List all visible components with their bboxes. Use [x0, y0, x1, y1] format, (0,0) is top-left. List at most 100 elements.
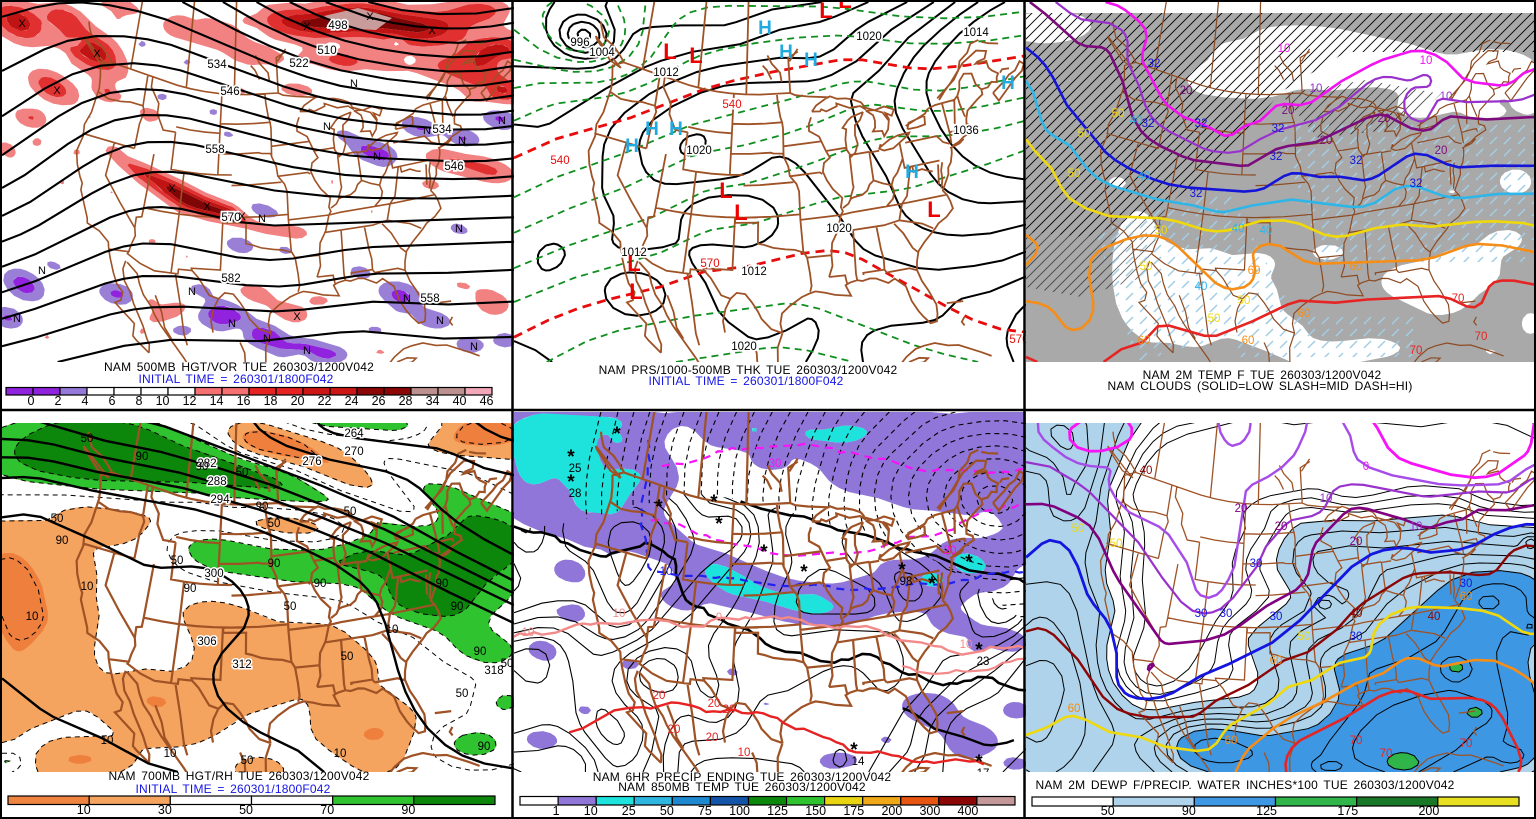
svg-text:60: 60: [1225, 735, 1238, 747]
svg-text:40: 40: [1350, 608, 1363, 620]
svg-text:1014: 1014: [963, 27, 989, 39]
svg-text:90: 90: [196, 461, 209, 473]
svg-text:H: H: [804, 50, 818, 71]
svg-text:32: 32: [1148, 58, 1161, 70]
svg-text:N: N: [323, 121, 331, 133]
svg-text:25: 25: [622, 804, 636, 818]
svg-text:90: 90: [184, 583, 197, 595]
svg-text:32: 32: [1410, 178, 1423, 190]
svg-text:N: N: [455, 223, 463, 235]
svg-text:NAM 6HR PRECIP ENDING TUE 2603: NAM 6HR PRECIP ENDING TUE 260303/1200V04…: [593, 770, 892, 784]
svg-text:32: 32: [1142, 118, 1155, 130]
svg-text:50: 50: [1238, 295, 1251, 307]
svg-text:70: 70: [1350, 735, 1363, 747]
svg-text:20: 20: [723, 704, 736, 716]
svg-text:0: 0: [716, 612, 722, 624]
svg-text:*: *: [613, 424, 621, 445]
svg-text:H: H: [669, 119, 683, 140]
svg-text:H: H: [905, 162, 919, 183]
svg-text:10: 10: [156, 394, 170, 408]
svg-text:300: 300: [919, 804, 940, 818]
svg-text:534: 534: [207, 59, 227, 71]
svg-text:30: 30: [1250, 558, 1263, 570]
svg-text:28: 28: [399, 394, 413, 408]
svg-text:L: L: [689, 43, 702, 68]
svg-text:30: 30: [1350, 631, 1363, 643]
svg-text:20: 20: [708, 698, 721, 710]
svg-text:50: 50: [171, 555, 184, 567]
svg-text:N: N: [436, 315, 444, 327]
svg-text:NAM 500MB HGT/VOR TUE 260303/1: NAM 500MB HGT/VOR TUE 260303/1200V042: [104, 360, 374, 374]
svg-text:498: 498: [328, 20, 347, 32]
svg-text:540: 540: [550, 155, 569, 167]
svg-text:*: *: [655, 497, 663, 518]
svg-text:X: X: [203, 201, 211, 213]
svg-text:200: 200: [881, 804, 902, 818]
svg-text:996: 996: [570, 37, 589, 49]
svg-text:32: 32: [1350, 155, 1363, 167]
svg-text:20: 20: [1435, 145, 1448, 157]
svg-text:70: 70: [1475, 331, 1488, 343]
svg-text:10: 10: [522, 627, 535, 639]
svg-text:90: 90: [1182, 804, 1196, 818]
svg-text:X: X: [428, 25, 436, 37]
svg-text:20: 20: [1350, 536, 1363, 548]
svg-text:50: 50: [81, 433, 94, 445]
svg-text:N: N: [458, 135, 466, 147]
svg-text:570: 570: [700, 258, 719, 270]
svg-text:60: 60: [1350, 261, 1363, 273]
svg-text:14: 14: [210, 394, 224, 408]
svg-text:10: 10: [738, 747, 751, 759]
svg-text:570: 570: [1009, 334, 1028, 346]
svg-text:X: X: [293, 311, 301, 323]
svg-text:10: 10: [1410, 521, 1423, 533]
svg-text:L: L: [719, 178, 732, 203]
svg-text:546: 546: [444, 161, 463, 173]
svg-text:X: X: [238, 211, 246, 223]
svg-text:10: 10: [164, 748, 177, 760]
svg-text:270: 270: [344, 446, 363, 458]
svg-text:34: 34: [426, 394, 440, 408]
svg-text:90: 90: [56, 535, 69, 547]
svg-text:276: 276: [302, 456, 321, 468]
svg-text:32: 32: [1190, 188, 1203, 200]
svg-text:40: 40: [1260, 225, 1273, 237]
svg-text:*: *: [965, 552, 973, 573]
svg-text:10: 10: [584, 804, 598, 818]
svg-text:N: N: [303, 345, 311, 357]
svg-text:200: 200: [1418, 804, 1439, 818]
svg-text:X: X: [303, 21, 311, 33]
svg-text:90: 90: [314, 578, 327, 590]
svg-text:570: 570: [221, 212, 240, 224]
svg-text:8: 8: [136, 394, 143, 408]
svg-text:*: *: [975, 640, 983, 661]
svg-text:306: 306: [197, 636, 216, 648]
svg-text:*: *: [850, 740, 858, 761]
svg-text:L: L: [627, 251, 640, 276]
svg-text:50: 50: [284, 601, 297, 613]
svg-text:20: 20: [291, 394, 305, 408]
svg-text:90: 90: [436, 578, 449, 590]
svg-text:INITIAL TIME = 260301/1800F042: INITIAL TIME = 260301/1800F042: [138, 372, 333, 386]
svg-text:70: 70: [1452, 293, 1465, 305]
svg-text:70: 70: [320, 803, 334, 817]
svg-text:L: L: [838, 0, 851, 13]
svg-text:90: 90: [474, 646, 487, 658]
svg-text:50: 50: [1072, 523, 1085, 535]
svg-text:40: 40: [453, 394, 467, 408]
svg-text:*: *: [975, 752, 983, 773]
svg-text:90: 90: [401, 803, 415, 817]
svg-text:300: 300: [204, 568, 223, 580]
svg-text:*: *: [898, 560, 906, 581]
svg-text:175: 175: [843, 804, 864, 818]
svg-text:N: N: [263, 333, 271, 345]
svg-text:90: 90: [478, 741, 491, 753]
svg-text:60: 60: [1138, 335, 1151, 347]
svg-text:NAM PRS/1000-500MB THK TUE 260: NAM PRS/1000-500MB THK TUE 260303/1200V0…: [599, 363, 898, 377]
svg-text:1: 1: [553, 804, 560, 818]
svg-text:98: 98: [900, 576, 913, 588]
svg-text:50: 50: [1101, 804, 1115, 818]
svg-text:1012: 1012: [741, 266, 767, 278]
svg-text:*: *: [567, 447, 575, 468]
svg-text:100: 100: [729, 804, 750, 818]
